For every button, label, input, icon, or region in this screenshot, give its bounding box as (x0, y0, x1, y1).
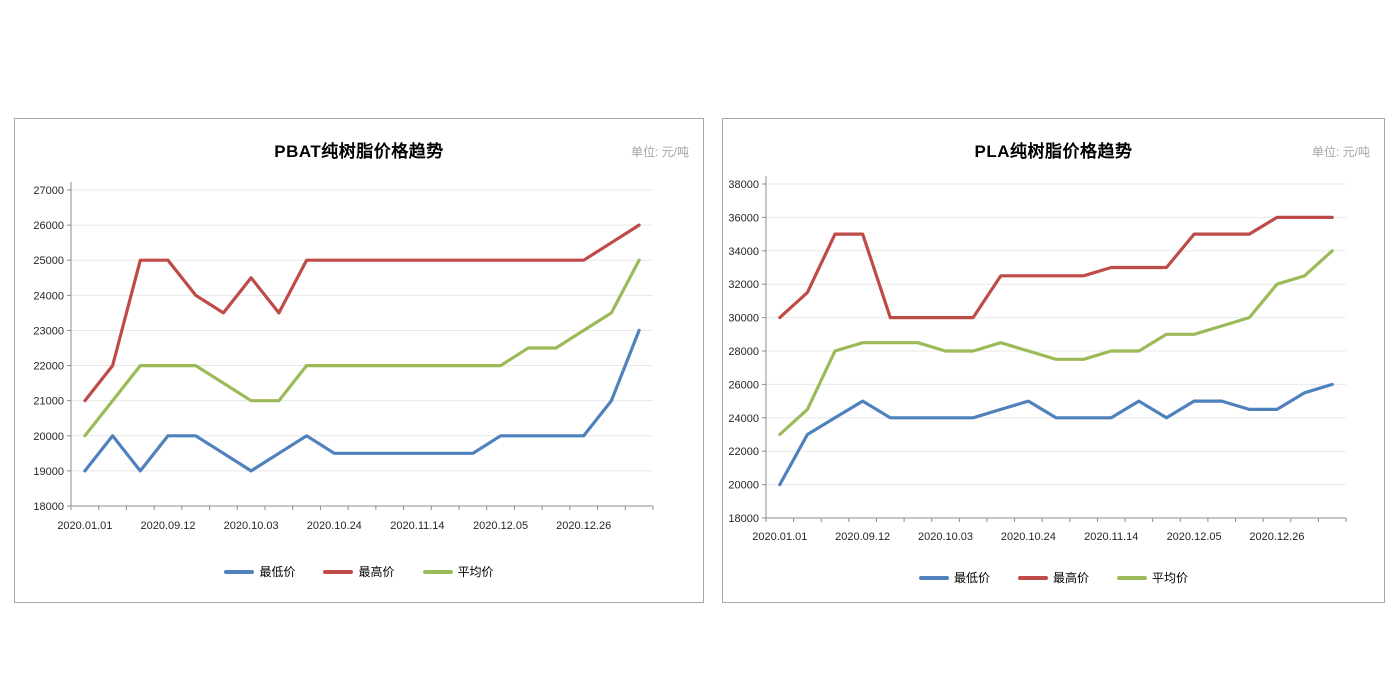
y-axis-tick-label: 21000 (33, 396, 64, 408)
min-price-line (83, 328, 641, 473)
x-axis-tick-label: 2020.09.12 (835, 531, 890, 543)
unit-label: 单位: 元/吨 (630, 145, 689, 159)
y-axis-tick-label: 34000 (728, 246, 759, 258)
y-axis-tick-label: 23000 (33, 325, 64, 337)
legend-label-max-price: 最高价 (358, 565, 395, 579)
x-axis-tick-label: 2020.01.01 (752, 531, 807, 543)
y-axis-tick-label: 27000 (33, 185, 64, 197)
x-axis-tick-label: 2020.10.03 (918, 531, 973, 543)
x-axis-tick-label: 2020.10.24 (1001, 531, 1056, 543)
legend-swatch-max-price (1017, 575, 1048, 580)
x-axis-tick-label: 2020.12.05 (1167, 531, 1222, 543)
y-axis-tick-label: 26000 (728, 379, 759, 391)
y-axis-tick-label: 32000 (728, 279, 759, 291)
y-axis-tick-label: 30000 (728, 313, 759, 325)
y-axis-tick-label: 24000 (33, 290, 64, 302)
chart-title: PBAT纯树脂价格趋势 (274, 142, 444, 161)
pbat-plot-area: 27000 26000 25000 24000 23000 22000 21000 20000… (33, 182, 654, 532)
legend-swatch-min-price (224, 569, 255, 574)
y-axis-tick-label: 38000 (728, 179, 759, 191)
legend-swatch-avg-price (422, 569, 453, 574)
legend-item-max-price: 最高价 (323, 563, 395, 580)
avg-price-line (83, 258, 641, 438)
unit-label: 单位: 元/吨 (1311, 145, 1370, 159)
max-price-line (778, 215, 1334, 320)
legend-swatch-avg-price (1117, 575, 1147, 580)
pla-chart-card: PLA纯树脂价格趋势 单位: 元/吨 38000 36000 34000 32000 3… (722, 118, 1385, 603)
avg-price-line (778, 249, 1334, 437)
y-axis-tick-label: 36000 (728, 212, 759, 224)
y-axis-tick-label: 22000 (33, 361, 64, 373)
x-axis-tick-label: 2020.01.01 (57, 520, 112, 532)
x-axis-tick-label: 2020.11.14 (1084, 531, 1138, 543)
legend-item-min-price: 最低价 (224, 563, 295, 580)
legend-swatch-min-price (918, 575, 949, 580)
y-axis-tick-label: 28000 (728, 346, 759, 358)
pla-plot-area: 38000 36000 34000 32000 30000 28000 26000 24000… (728, 176, 1347, 543)
max-price-line (83, 223, 641, 403)
legend: 最低价 最高价 平均价 (15, 563, 703, 580)
min-price-line (778, 382, 1334, 487)
pbat-chart-card: PBAT纯树脂价格趋势 单位: 元/吨 27000 26000 25000 24000… (14, 118, 704, 603)
legend-label-avg-price: 平均价 (457, 565, 494, 579)
legend: 最低价 最高价 平均价 (723, 569, 1384, 586)
x-axis-tick-label: 2020.12.05 (473, 520, 528, 532)
x-axis-tick-label: 2020.11.14 (390, 520, 444, 532)
legend-item-avg-price: 平均价 (1117, 569, 1188, 586)
legend-label-avg-price: 平均价 (1152, 571, 1189, 585)
y-axis-tick-label: 20000 (33, 431, 64, 443)
x-axis-tick-label: 2020.12.26 (556, 520, 611, 532)
y-axis-tick-label: 18000 (728, 513, 759, 525)
x-axis-tick-label: 2020.12.26 (1249, 531, 1304, 543)
y-axis-tick-label: 26000 (33, 220, 64, 232)
y-axis-tick-label: 22000 (728, 446, 759, 458)
y-axis-tick-label: 20000 (728, 480, 759, 492)
legend-item-min-price: 最低价 (918, 569, 990, 586)
legend-label-min-price: 最低价 (259, 565, 296, 579)
y-axis-tick-label: 19000 (33, 466, 64, 478)
y-axis-tick-label: 24000 (728, 413, 759, 425)
y-axis-tick-label: 18000 (33, 501, 64, 513)
legend-item-max-price: 最高价 (1017, 569, 1089, 586)
x-axis-tick-label: 2020.09.12 (140, 520, 195, 532)
y-axis-tick-label: 25000 (33, 255, 64, 267)
legend-label-min-price: 最低价 (953, 571, 990, 585)
legend-swatch-max-price (323, 569, 354, 574)
legend-label-max-price: 最高价 (1052, 571, 1089, 585)
legend-item-avg-price: 平均价 (422, 563, 494, 580)
x-axis-tick-label: 2020.10.24 (307, 520, 362, 532)
chart-title: PLA纯树脂价格趋势 (974, 142, 1133, 161)
x-axis-tick-label: 2020.10.03 (224, 520, 279, 532)
